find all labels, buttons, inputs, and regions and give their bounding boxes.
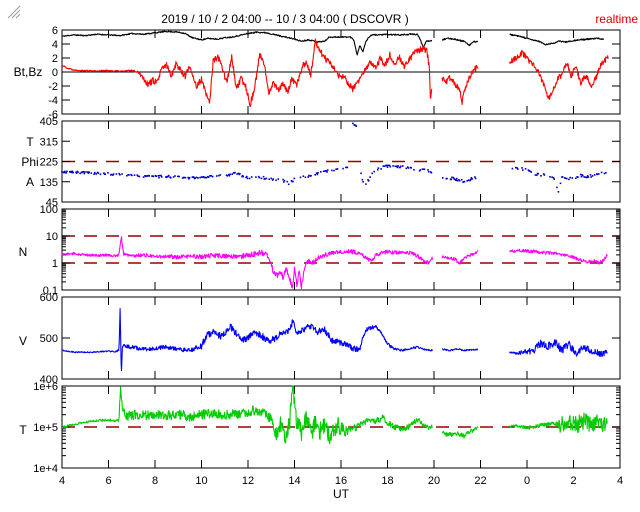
ytick-label: 0 bbox=[52, 67, 58, 79]
xtick-label: 14 bbox=[288, 475, 300, 487]
ytick-label: 600 bbox=[40, 292, 58, 304]
panel-box-speed bbox=[61, 296, 621, 380]
ytick-label: -4 bbox=[48, 95, 58, 107]
xtick-label: 20 bbox=[428, 475, 440, 487]
series-bz-line bbox=[441, 64, 479, 105]
series-n-line bbox=[441, 250, 479, 265]
xtick-label: 4 bbox=[617, 475, 623, 487]
series-n-line bbox=[61, 236, 434, 289]
ylabel-density: N bbox=[18, 245, 28, 259]
series-bz-line bbox=[61, 38, 433, 108]
ylabel-phi: Phi bbox=[21, 155, 39, 169]
ytick-label: 100 bbox=[40, 204, 58, 216]
ytick-label: 405 bbox=[40, 116, 58, 128]
ylabel-phi-t: T bbox=[26, 135, 34, 149]
series-t-line bbox=[509, 412, 608, 433]
ytick-label: 400 bbox=[40, 374, 58, 386]
ytick-label: 1e+4 bbox=[33, 463, 58, 475]
panel-box-density bbox=[61, 208, 621, 291]
ylabel-speed: V bbox=[18, 334, 27, 348]
ytick-label: 135 bbox=[40, 177, 58, 189]
xtick-label: 2 bbox=[570, 475, 576, 487]
series-t-line bbox=[441, 426, 479, 439]
ytick-label: 315 bbox=[40, 136, 58, 148]
ylabel-bt-bz: Bt,Bz bbox=[13, 65, 43, 79]
ytick-label: 4 bbox=[52, 39, 58, 51]
series-v-line bbox=[61, 308, 434, 372]
xtick-label: 12 bbox=[242, 475, 254, 487]
xtick-label: 6 bbox=[105, 475, 111, 487]
ytick-label: 2 bbox=[52, 53, 58, 65]
ytick-label: 225 bbox=[40, 157, 58, 169]
series-n-line bbox=[509, 248, 608, 265]
ytick-label: 1 bbox=[52, 258, 58, 270]
ytick-label: 1e+5 bbox=[33, 422, 58, 434]
ytick-label: -6 bbox=[48, 109, 58, 121]
plot-title: 2019 / 10 / 2 04:00 -- 10 / 3 04:00 ( DS… bbox=[161, 12, 409, 26]
xtick-label: 4 bbox=[59, 475, 65, 487]
resize-grip-icon[interactable] bbox=[0, 0, 22, 20]
ytick-label: 1e+6 bbox=[33, 381, 58, 393]
xtick-label: 16 bbox=[335, 475, 347, 487]
series-bz-line bbox=[509, 49, 609, 100]
series-bt-line bbox=[61, 30, 433, 56]
xtick-label: 18 bbox=[381, 475, 393, 487]
ytick-label: 500 bbox=[40, 333, 58, 345]
series-bt-line bbox=[509, 33, 604, 46]
ytick-label: -2 bbox=[48, 81, 58, 93]
ytick-label: 10 bbox=[46, 231, 58, 243]
xtick-label: 0 bbox=[524, 475, 530, 487]
ytick-label: 45 bbox=[46, 197, 58, 209]
series-t-line bbox=[61, 385, 433, 445]
ytick-label: 6 bbox=[52, 25, 58, 37]
series-bt-line bbox=[442, 37, 479, 47]
x-axis-label: UT bbox=[333, 487, 349, 501]
xtick-label: 8 bbox=[152, 475, 158, 487]
ytick-label: 0.1 bbox=[43, 285, 58, 297]
realtime-label: realtime bbox=[595, 12, 638, 26]
ylabel-phi-a: A bbox=[25, 175, 34, 189]
series-v-line bbox=[442, 348, 479, 352]
series-v-line bbox=[509, 339, 608, 358]
ylabel-temp: T bbox=[19, 423, 27, 437]
xtick-label: 10 bbox=[195, 475, 207, 487]
xtick-label: 22 bbox=[474, 475, 486, 487]
